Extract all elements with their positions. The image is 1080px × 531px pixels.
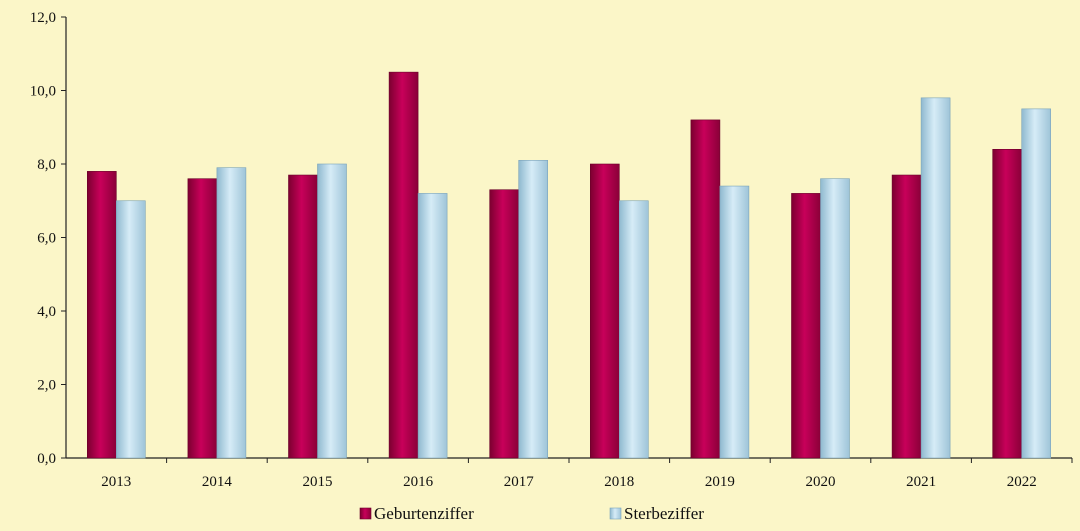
- x-tick-label: 2020: [806, 474, 836, 490]
- x-tick-label: 2022: [1007, 474, 1037, 490]
- bar-geburtenziffer: [992, 149, 1023, 459]
- bar-geburtenziffer: [589, 163, 620, 459]
- legend: Geburtenziffer Sterbeziffer: [359, 504, 704, 523]
- bar-sterbeziffer: [1021, 108, 1052, 459]
- bar-sterbeziffer: [820, 178, 850, 459]
- legend-swatch-sterbeziffer: [609, 507, 622, 520]
- x-tick-label: 2021: [906, 474, 936, 490]
- y-axis: 0,0 2,0 4,0 6,0 8,0 10,0 12,0: [30, 10, 67, 467]
- y-tick-label: 12,0: [30, 10, 56, 26]
- bar-sterbeziffer: [216, 167, 247, 459]
- bar-sterbeziffer: [116, 200, 146, 459]
- bar-geburtenziffer: [388, 71, 419, 459]
- bar-sterbeziffer: [719, 185, 750, 459]
- x-tick-label: 2019: [705, 474, 735, 490]
- legend-swatch-geburtenziffer: [359, 507, 372, 520]
- y-tick-label: 0,0: [37, 451, 56, 467]
- bars: [87, 71, 1052, 459]
- bar-geburtenziffer: [891, 174, 922, 459]
- legend-label-geburtenziffer: Geburtenziffer: [374, 504, 474, 523]
- bar-geburtenziffer: [489, 189, 520, 459]
- bar-geburtenziffer: [288, 174, 318, 459]
- y-tick-label: 4,0: [37, 304, 56, 320]
- x-axis: 2013 2014 2015 2016 2017 2018 2019 2020 2021 2022: [66, 457, 1073, 490]
- y-tick-label: 2,0: [37, 378, 56, 394]
- x-tick-label: 2013: [101, 474, 131, 490]
- bar-geburtenziffer: [690, 119, 721, 459]
- x-tick-label: 2018: [604, 474, 634, 490]
- y-tick-label: 8,0: [37, 157, 56, 173]
- x-tick-label: 2017: [504, 474, 535, 490]
- bar-sterbeziffer: [417, 193, 448, 459]
- y-tick-label: 10,0: [30, 84, 56, 100]
- y-tick-label: 6,0: [37, 231, 56, 247]
- x-tick-label: 2014: [202, 474, 233, 490]
- bar-geburtenziffer: [187, 178, 218, 459]
- bar-geburtenziffer: [87, 171, 117, 459]
- bar-sterbeziffer: [920, 97, 951, 459]
- bar-sterbeziffer: [317, 163, 347, 459]
- x-tick-label: 2016: [403, 474, 434, 490]
- bar-geburtenziffer: [791, 193, 821, 459]
- bar-sterbeziffer: [518, 160, 549, 459]
- x-tick-label: 2015: [303, 474, 333, 490]
- legend-label-sterbeziffer: Sterbeziffer: [624, 504, 704, 523]
- bar-sterbeziffer: [618, 200, 649, 459]
